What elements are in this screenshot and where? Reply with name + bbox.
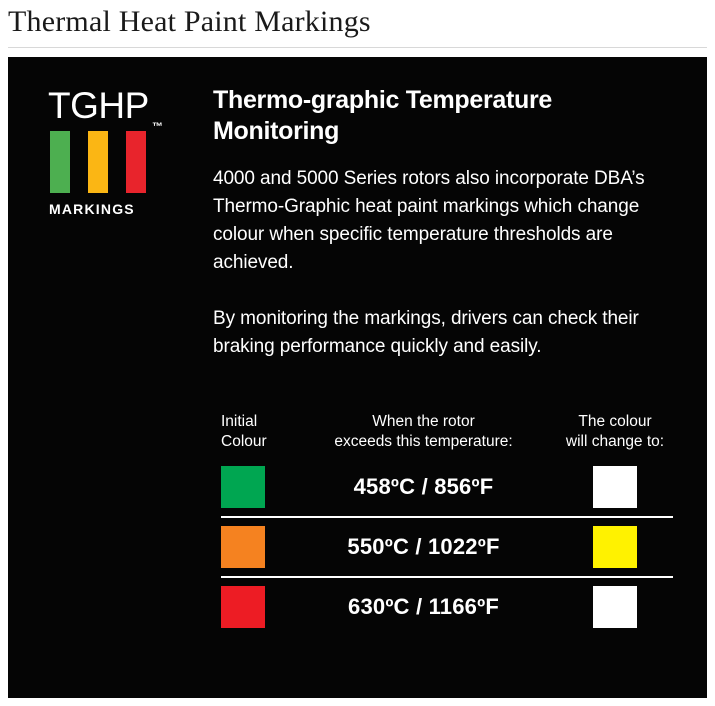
row-changed-swatch-cell <box>554 526 676 568</box>
table-row: 550ºC / 1022ºF <box>221 518 676 576</box>
changed-colour-swatch <box>593 526 637 568</box>
header-result-line1: The colour <box>578 413 652 430</box>
logo-red-bar-icon <box>126 131 146 193</box>
panel-heading: Thermo-graphic Temperature Monitoring <box>213 86 553 145</box>
row-initial-swatch-cell <box>221 526 293 568</box>
logo-wordmark: TGHP <box>48 85 149 126</box>
row-temperature: 458ºC / 856ºF <box>353 474 494 499</box>
logo-amber-bar-icon <box>88 131 108 193</box>
row-initial-swatch-cell <box>221 586 293 628</box>
header-initial-colour-line1: Initial <box>221 413 258 430</box>
table-row-divider <box>221 516 673 518</box>
thermal-info-panel: TGHP ™ MARKINGS Thermo-graphic Temperatu… <box>8 57 707 698</box>
title-divider <box>8 47 707 48</box>
row-temperature: 550ºC / 1022ºF <box>347 534 500 559</box>
header-threshold-line2: exceeds this temperature: <box>334 433 513 450</box>
table-header-row: Initial Colour When the rotor exceeds th… <box>221 412 676 458</box>
initial-colour-swatch <box>221 526 265 568</box>
initial-colour-swatch <box>221 586 265 628</box>
row-initial-swatch-cell <box>221 466 293 508</box>
temperature-table: Initial Colour When the rotor exceeds th… <box>221 412 676 636</box>
header-result-line2: will change to: <box>565 433 665 450</box>
row-temperature: 630ºC / 1166ºF <box>348 594 499 619</box>
panel-paragraph-1: 4000 and 5000 Series rotors also incorpo… <box>213 168 645 273</box>
row-changed-swatch-cell <box>554 466 676 508</box>
trademark-icon: ™ <box>152 121 163 133</box>
initial-colour-swatch <box>221 466 265 508</box>
row-changed-swatch-cell <box>554 586 676 628</box>
logo-subtext: MARKINGS <box>49 201 135 217</box>
table-header-initial-colour: Initial Colour <box>221 412 293 452</box>
panel-paragraph-2: By monitoring the markings, drivers can … <box>213 308 639 357</box>
table-row: 458ºC / 856ºF <box>221 458 676 516</box>
table-row-divider <box>221 576 673 578</box>
page-title: Thermal Heat Paint Markings <box>8 5 371 38</box>
header-threshold-line1: When the rotor <box>372 413 475 430</box>
logo-green-bar-icon <box>50 131 70 193</box>
header-initial-colour-line2: Colour <box>221 433 267 450</box>
panel-content: Thermo-graphic Temperature Monitoring 40… <box>213 85 683 361</box>
tghp-logo: TGHP ™ MARKINGS <box>46 85 176 218</box>
changed-colour-swatch <box>593 466 637 508</box>
table-row: 630ºC / 1166ºF <box>221 578 676 636</box>
table-header-result: The colour will change to: <box>554 412 676 452</box>
logo-color-bars: ™ <box>46 121 168 193</box>
changed-colour-swatch <box>593 586 637 628</box>
table-header-threshold: When the rotor exceeds this temperature: <box>293 412 554 452</box>
